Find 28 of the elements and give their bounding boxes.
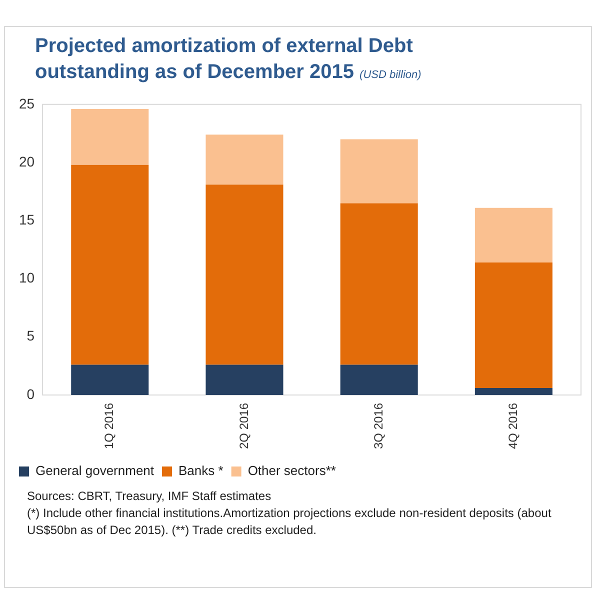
bar — [71, 109, 149, 165]
legend-label: General government — [36, 463, 154, 478]
y-tick-label: 5 — [26, 328, 35, 344]
bar — [474, 208, 552, 262]
x-tick-label: 2Q 2016 — [236, 402, 251, 450]
bar — [206, 184, 284, 365]
y-tick-label: 0 — [26, 386, 35, 402]
y-tick-label: 20 — [18, 153, 35, 170]
bar — [340, 203, 418, 365]
bar — [340, 364, 418, 395]
bar — [206, 134, 284, 185]
legend-label: Other sectors** — [248, 463, 336, 478]
bar — [474, 262, 552, 388]
y-tick-label: 15 — [18, 211, 35, 228]
chart-subtitle: (USD billion) — [360, 69, 422, 81]
bar — [71, 164, 149, 365]
x-tick-label: 1Q 2016 — [102, 402, 116, 450]
bar — [206, 364, 284, 395]
legend-label: Banks * — [178, 463, 224, 478]
y-tick-label: 10 — [18, 270, 35, 286]
bar — [71, 364, 149, 395]
x-tick-label: 4Q 2016 — [506, 402, 520, 450]
bar — [340, 139, 418, 204]
x-tick-label: 3Q 2016 — [371, 402, 386, 450]
source-note: Sources: CBRT, Treasury, IMF Staff estimates — [27, 488, 272, 505]
text: (*) Include other financial institutions.Amortization projections exclude non-resident deposits (about US$50bn as of Dec 2015). (**) Trade credits excluded. — [27, 505, 552, 539]
bar — [474, 388, 552, 395]
y-tick-label: 25 — [18, 95, 35, 112]
